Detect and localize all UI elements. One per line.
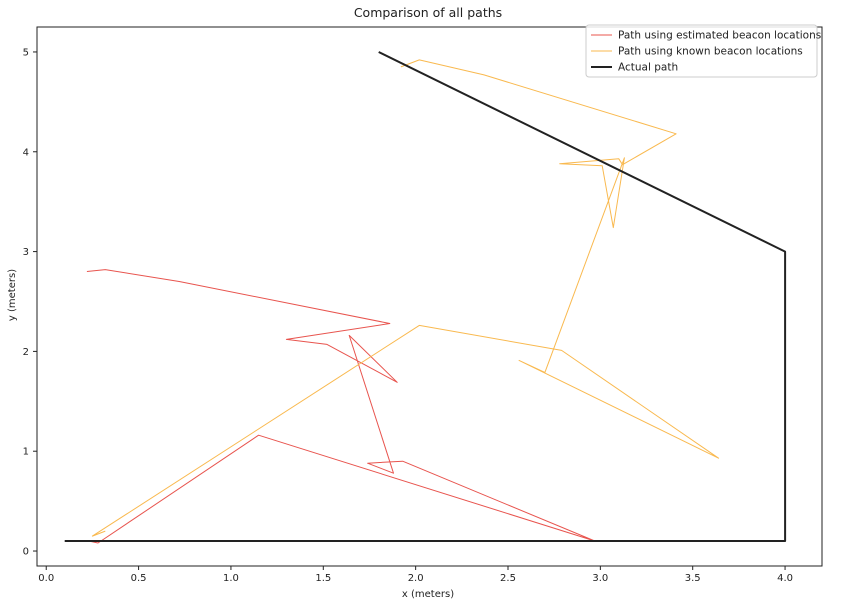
y-tick-label: 2 [23, 347, 29, 358]
y-tick-label: 1 [23, 447, 29, 458]
series-line-1 [86, 269, 596, 544]
y-axis-label: y (meters) [7, 269, 18, 321]
x-tick-label: 2.0 [408, 573, 424, 584]
y-tick-label: 5 [23, 47, 29, 58]
x-axis-label: x (meters) [402, 589, 454, 600]
x-tick-label: 0.0 [38, 573, 54, 584]
legend-label-2: Path using known beacon locations [618, 46, 803, 58]
chart-title: Comparison of all paths [354, 5, 502, 20]
y-tick-label: 0 [23, 547, 29, 558]
x-tick-label: 1.5 [315, 573, 331, 584]
x-tick-label: 2.5 [500, 573, 516, 584]
y-tick-label: 3 [23, 247, 29, 258]
x-tick-label: 4.0 [777, 573, 793, 584]
x-tick-label: 3.5 [685, 573, 701, 584]
y-tick-label: 4 [23, 147, 29, 158]
y-axis: 0 1 2 3 4 5 [23, 47, 37, 558]
plot-area-frame [36, 26, 823, 567]
legend: Path using estimated beacon locations Pat… [585, 24, 821, 78]
legend-label-1: Path using estimated beacon locations [618, 30, 821, 42]
x-tick-label: 0.5 [131, 573, 147, 584]
series-line-3 [64, 51, 787, 542]
x-tick-label: 1.0 [223, 573, 239, 584]
legend-box [585, 24, 818, 78]
legend-label-3: Actual path [618, 62, 678, 74]
x-tick-label: 3.0 [592, 573, 608, 584]
series-line-2 [91, 59, 720, 537]
x-axis: 0.0 0.5 1.0 1.5 2.0 2.5 3.0 3.5 4.0 [38, 566, 793, 584]
series-layer [64, 51, 787, 544]
